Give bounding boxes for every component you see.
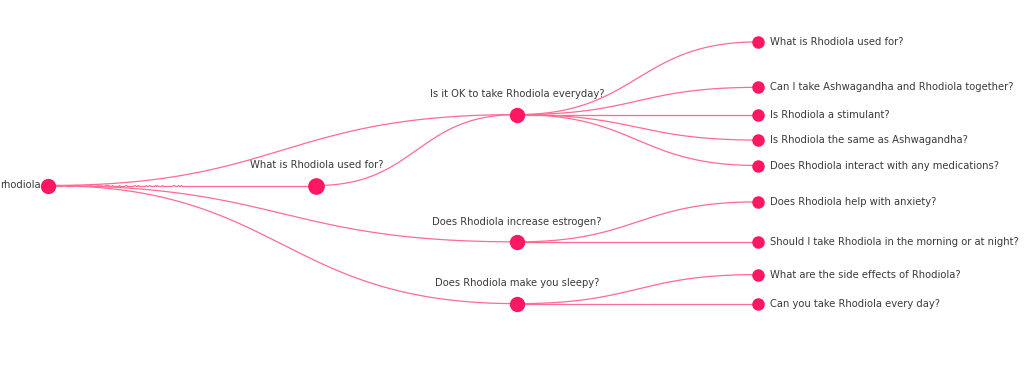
Text: What is Rhodiola used for?: What is Rhodiola used for? — [250, 160, 383, 170]
Text: What is Rhodiola used for?: What is Rhodiola used for? — [770, 37, 903, 47]
Text: Should I take Rhodiola in the morning or at night?: Should I take Rhodiola in the morning or… — [770, 237, 1019, 247]
Text: Is Rhodiola a stimulant?: Is Rhodiola a stimulant? — [770, 109, 890, 119]
Text: Can I take Ashwagandha and Rhodiola together?: Can I take Ashwagandha and Rhodiola toge… — [770, 82, 1014, 92]
Text: Does Rhodiola make you sleepy?: Does Rhodiola make you sleepy? — [435, 278, 599, 288]
Text: Does Rhodiola help with anxiety?: Does Rhodiola help with anxiety? — [770, 197, 936, 207]
Text: Does Rhodiola interact with any medications?: Does Rhodiola interact with any medicati… — [770, 161, 998, 171]
Text: Is it OK to take Rhodiola everyday?: Is it OK to take Rhodiola everyday? — [430, 89, 604, 99]
Text: Does Rhodiola increase estrogen?: Does Rhodiola increase estrogen? — [432, 217, 602, 227]
Text: Can you take Rhodiola every day?: Can you take Rhodiola every day? — [770, 299, 940, 309]
Text: rhodiola: rhodiola — [0, 181, 40, 190]
Text: What are the side effects of Rhodiola?: What are the side effects of Rhodiola? — [770, 270, 961, 280]
Text: Is Rhodiola the same as Ashwagandha?: Is Rhodiola the same as Ashwagandha? — [770, 135, 968, 145]
